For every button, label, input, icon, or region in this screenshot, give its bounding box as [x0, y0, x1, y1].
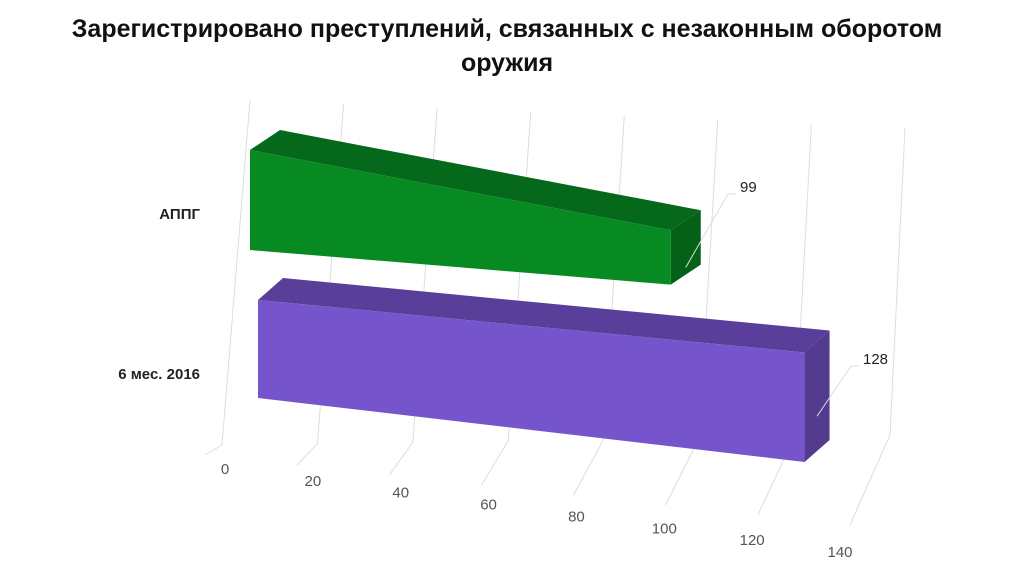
- bar-top: [250, 130, 701, 231]
- bar: [250, 130, 701, 285]
- leader-line: [816, 365, 859, 417]
- x-tick-label: 80: [568, 508, 585, 525]
- x-tick-label: 0: [221, 461, 229, 478]
- bar-top: [258, 278, 830, 353]
- data-label: 99: [740, 179, 757, 196]
- grid-line: [204, 99, 251, 456]
- chart-title: Зарегистрировано преступлений, связанных…: [72, 15, 943, 77]
- x-tick-label: 60: [480, 497, 497, 514]
- x-tick-label: 100: [652, 520, 677, 537]
- bar-end: [670, 210, 701, 285]
- data-label: 128: [863, 351, 888, 368]
- bar: [258, 278, 830, 462]
- x-tick-label: 120: [740, 532, 765, 549]
- category-label: АППГ: [159, 206, 200, 223]
- bar-front: [258, 300, 805, 462]
- bar-end: [804, 330, 830, 462]
- x-tick-label: 20: [305, 473, 322, 490]
- x-tick-label: 40: [392, 485, 409, 502]
- leader-line: [685, 193, 736, 268]
- x-tick-label: 140: [827, 544, 852, 561]
- category-label: 6 мес. 2016: [118, 366, 200, 383]
- grid-line: [849, 127, 906, 526]
- bar-front: [250, 150, 671, 285]
